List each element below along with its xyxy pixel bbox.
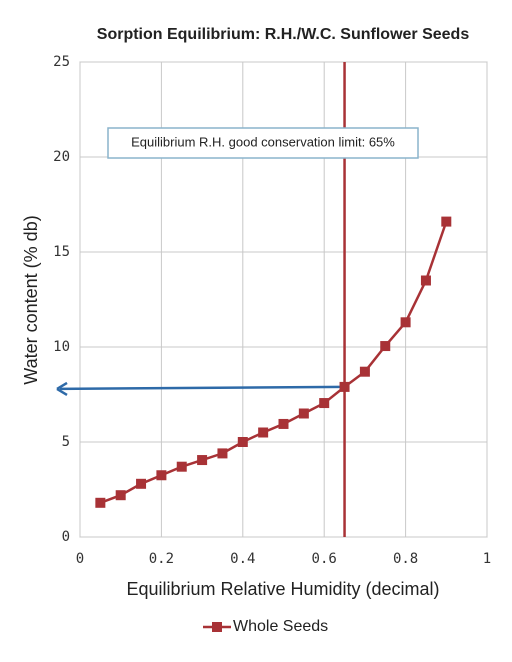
x-tick-label: 0.2 [149, 551, 174, 567]
y-axis-label: Water content (% db) [21, 215, 41, 384]
marker [176, 461, 187, 472]
legend-marker [212, 622, 222, 632]
x-tick-label: 0.8 [393, 551, 418, 567]
annotation: Equilibrium R.H. good conservation limit… [131, 134, 395, 149]
y-tick-label: 10 [53, 339, 70, 355]
marker [278, 418, 289, 429]
y-tick-label: 15 [53, 244, 70, 260]
marker [319, 398, 330, 409]
marker [339, 381, 350, 392]
marker [258, 427, 269, 438]
marker [197, 455, 208, 466]
series-line [99, 221, 448, 504]
chart-title: Sorption Equilibrium: R.H./W.C. Sunflowe… [97, 26, 470, 43]
arrow-head [56, 381, 68, 396]
marker [217, 448, 228, 459]
marker [298, 408, 309, 419]
marker [420, 275, 431, 286]
x-tick-label: 0.4 [230, 551, 255, 567]
marker [359, 366, 370, 377]
arrow [59, 385, 345, 391]
y-tick-label: 5 [62, 434, 70, 450]
marker [95, 497, 106, 508]
marker [441, 216, 452, 227]
y-tick-label: 25 [53, 54, 70, 70]
x-tick-label: 0 [76, 551, 84, 567]
x-tick-label: 0.6 [312, 551, 337, 567]
x-tick-label: 1 [483, 551, 491, 567]
marker [136, 478, 147, 489]
marker [380, 341, 391, 352]
marker [156, 470, 167, 481]
x-axis-label: Equilibrium Relative Humidity (decimal) [126, 579, 439, 599]
y-tick-label: 20 [53, 149, 70, 165]
legend-label: Whole Seeds [233, 618, 328, 635]
annotation-box [107, 127, 419, 159]
y-tick-label: 0 [62, 529, 70, 545]
marker [237, 437, 248, 447]
marker [115, 490, 126, 501]
marker [400, 317, 411, 328]
